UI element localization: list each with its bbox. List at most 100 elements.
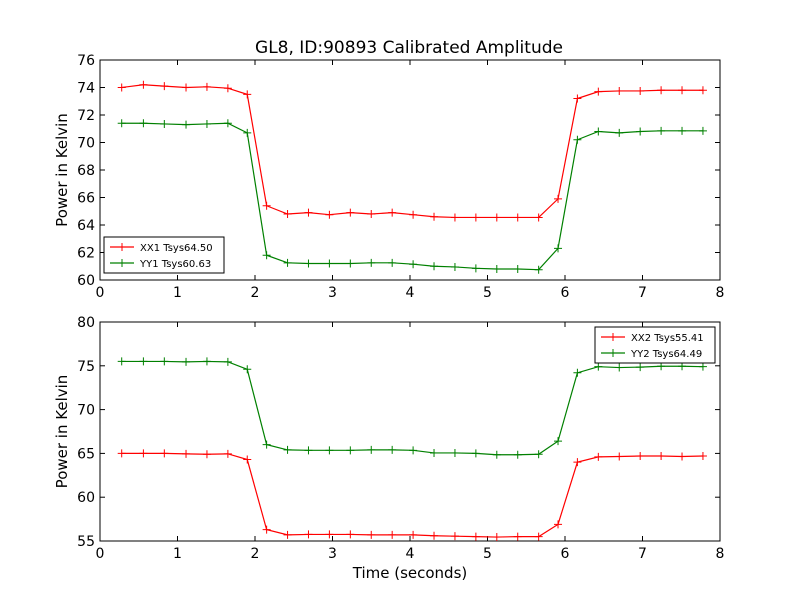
top-y-tick-label: 76 bbox=[77, 53, 95, 69]
top-series-1-point bbox=[471, 213, 480, 222]
top-series-1-point bbox=[202, 82, 211, 91]
bottom-series-2-point bbox=[698, 362, 707, 371]
top-series-2-point bbox=[182, 120, 191, 129]
top-series-2-point bbox=[698, 126, 707, 135]
top-y-axis-label: Power in Kelvin bbox=[53, 113, 71, 227]
top-legend-box bbox=[103, 236, 225, 274]
bottom-series-2-point bbox=[117, 357, 126, 366]
top-series-1-point bbox=[117, 83, 126, 92]
top-series-2-point bbox=[283, 258, 292, 267]
bottom-series-1-point bbox=[283, 530, 292, 539]
bottom-series-2-point bbox=[594, 362, 603, 371]
top-series-1-point bbox=[678, 86, 687, 95]
bottom-series-2-point bbox=[471, 449, 480, 458]
top-series-2-point bbox=[678, 126, 687, 135]
top-series-2-point bbox=[636, 127, 645, 136]
bottom-series-1-point bbox=[304, 530, 313, 539]
bottom-x-axis-label: Time (seconds) bbox=[352, 564, 468, 582]
top-x-tick-label: 7 bbox=[638, 285, 647, 301]
bottom-series-2-point bbox=[367, 445, 376, 454]
bottom-legend-marker-2 bbox=[609, 349, 617, 357]
top-x-tick-label: 2 bbox=[251, 285, 260, 301]
bottom-series-2-point bbox=[139, 357, 148, 366]
top-legend-marker-1 bbox=[118, 243, 126, 251]
bottom-series-2-point bbox=[262, 440, 271, 449]
bottom-series-2-point bbox=[223, 357, 232, 366]
bottom-series-2-point bbox=[513, 450, 522, 459]
top-series-1-point bbox=[409, 210, 418, 219]
top-series-2-point bbox=[554, 244, 563, 253]
bottom-series-1-point bbox=[139, 449, 148, 458]
top-series-1-point bbox=[615, 86, 624, 95]
top-series-1-point bbox=[534, 213, 543, 222]
bottom-series-1-point bbox=[636, 452, 645, 461]
bottom-series-2-point bbox=[202, 357, 211, 366]
top-y-tick-label: 72 bbox=[77, 108, 95, 124]
top-series-2-point bbox=[450, 262, 459, 271]
bottom-series-1-point bbox=[657, 452, 666, 461]
top-y-tick-label: 70 bbox=[77, 136, 95, 152]
top-series-1-point bbox=[304, 208, 313, 217]
top-y-tick-label: 62 bbox=[77, 246, 95, 262]
top-series-1-point bbox=[636, 86, 645, 95]
top-series-2-point bbox=[615, 128, 624, 137]
bottom-series-2-point bbox=[573, 368, 582, 377]
bottom-series-2-point bbox=[430, 448, 439, 457]
bottom-series-1-point bbox=[117, 449, 126, 458]
top-legend-marker-2 bbox=[118, 259, 126, 267]
top-x-tick-label: 8 bbox=[716, 285, 725, 301]
top-series-1-point bbox=[367, 210, 376, 218]
bottom-series-2-point bbox=[678, 362, 687, 371]
bottom-series-2-point bbox=[388, 445, 397, 454]
bottom-series-2-point bbox=[409, 446, 418, 455]
bottom-series-1-point bbox=[678, 452, 687, 461]
top-legend-label-2: YY1 Tsys60.63 bbox=[139, 259, 211, 270]
bottom-series-2-point bbox=[160, 357, 169, 366]
bottom-series-1-point bbox=[346, 530, 355, 539]
bottom-series-2-point bbox=[325, 446, 334, 455]
top-series-1-point bbox=[346, 208, 355, 217]
bottom-series-2-point bbox=[554, 437, 563, 446]
bottom-y-tick-label: 60 bbox=[77, 490, 95, 506]
top-series-2-point bbox=[243, 128, 252, 137]
bottom-x-tick-label: 4 bbox=[406, 546, 415, 562]
top-x-tick-label: 1 bbox=[173, 285, 182, 301]
top-series-2-point bbox=[388, 258, 397, 267]
bottom-series-1-point bbox=[223, 449, 232, 458]
top-y-tick-label: 68 bbox=[77, 163, 95, 179]
top-x-tick-label: 0 bbox=[96, 285, 105, 301]
bottom-series-2-point bbox=[450, 448, 459, 457]
top-series-1-point bbox=[554, 194, 563, 203]
bottom-x-tick-label: 2 bbox=[251, 546, 260, 562]
top-legend-label-1: XX1 Tsys64.50 bbox=[140, 243, 213, 254]
bottom-series-1-point bbox=[492, 533, 501, 542]
top-series-2-point bbox=[657, 126, 666, 135]
top-series-1-point bbox=[388, 208, 397, 217]
top-x-tick-label: 4 bbox=[406, 285, 415, 301]
top-series-1-point bbox=[139, 80, 148, 89]
bottom-y-tick-label: 80 bbox=[77, 315, 95, 331]
bottom-legend-box bbox=[594, 326, 716, 364]
top-series-2-point bbox=[325, 259, 334, 268]
top-series-1-point bbox=[182, 83, 191, 92]
bottom-series-2-point bbox=[346, 446, 355, 455]
bottom-legend-marker-1 bbox=[609, 333, 617, 341]
bottom-y-axis-label: Power in Kelvin bbox=[53, 375, 71, 489]
bottom-series-2-point bbox=[304, 446, 313, 455]
top-series-1-point bbox=[450, 213, 459, 222]
top-series-1-point bbox=[430, 212, 439, 221]
top-chart-panel: 0 1 2 3 4 5 6 7 8 60 62 64 66 68 70 72 74 76 Power in Kelv… bbox=[53, 53, 724, 301]
top-series-1-point bbox=[262, 201, 271, 210]
bottom-series-1-point bbox=[450, 532, 459, 541]
bottom-series-2-point bbox=[283, 445, 292, 454]
top-series-2-point bbox=[409, 260, 418, 269]
top-y-tick-label: 74 bbox=[77, 81, 95, 97]
bottom-y-tick-label: 55 bbox=[77, 534, 95, 550]
bottom-series-1-point bbox=[513, 532, 522, 541]
top-series-1-point bbox=[160, 82, 169, 91]
bottom-series-2-point bbox=[243, 365, 252, 374]
top-x-tick-label: 5 bbox=[483, 285, 492, 301]
top-series-2-point bbox=[594, 127, 603, 136]
bottom-series-1-point bbox=[471, 532, 480, 541]
bottom-series-1-point bbox=[202, 450, 211, 459]
